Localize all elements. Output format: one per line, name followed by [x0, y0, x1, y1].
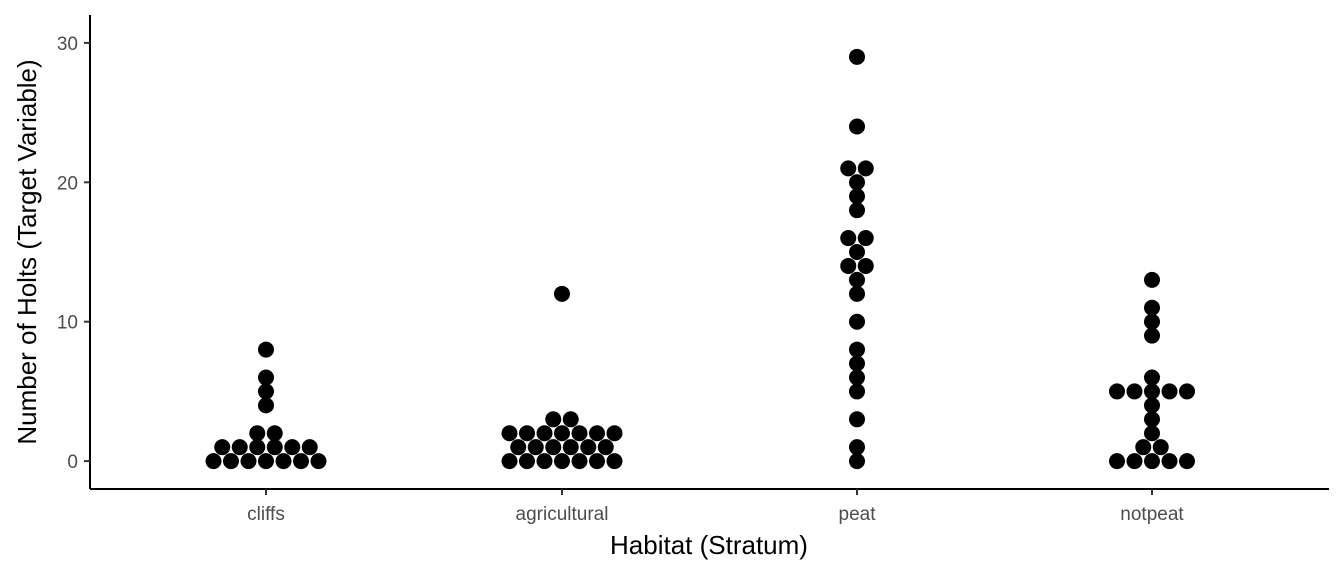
- data-point-cliffs: [249, 439, 266, 456]
- data-point-notpeat: [1135, 439, 1152, 456]
- x-tick-label-cliffs: cliffs: [247, 504, 285, 525]
- data-point-peat: [857, 160, 874, 177]
- data-point-peat: [849, 439, 865, 456]
- data-point-cliffs: [258, 369, 274, 386]
- data-point-cliffs: [240, 453, 257, 470]
- data-point-notpeat: [1179, 453, 1195, 470]
- data-point-cliffs: [266, 439, 283, 456]
- data-point-cliffs: [258, 453, 274, 470]
- data-point-notpeat: [1144, 453, 1160, 470]
- data-point-peat: [849, 244, 865, 260]
- data-point-peat: [849, 383, 865, 400]
- data-point-cliffs: [301, 439, 318, 456]
- data-point-peat: [840, 160, 857, 177]
- data-point-notpeat: [1109, 453, 1125, 470]
- data-point-cliffs: [284, 439, 301, 456]
- data-point-peat: [849, 453, 865, 470]
- data-point-peat: [849, 118, 865, 135]
- data-point-peat: [849, 188, 865, 205]
- data-point-notpeat: [1144, 411, 1160, 428]
- data-point-peat: [857, 257, 874, 274]
- data-point-agricultural: [501, 425, 518, 442]
- data-point-agricultural: [545, 411, 562, 428]
- x-tick-label-agricultural: agricultural: [516, 504, 609, 525]
- data-point-peat: [849, 355, 865, 372]
- data-point-agricultural: [589, 425, 605, 442]
- data-point-agricultural: [571, 425, 588, 442]
- data-point-agricultural: [527, 439, 544, 456]
- data-point-agricultural: [580, 439, 597, 456]
- data-point-agricultural: [606, 453, 623, 470]
- data-point-peat: [849, 313, 865, 330]
- data-point-peat: [849, 174, 865, 191]
- data-point-notpeat: [1179, 383, 1195, 400]
- y-axis-ticks: 0 10 20 30: [57, 34, 90, 473]
- data-point-notpeat: [1161, 453, 1178, 470]
- data-point-peat: [849, 202, 865, 219]
- data-point-peat: [849, 271, 865, 288]
- data-point-cliffs: [223, 453, 239, 470]
- data-point-cliffs: [231, 439, 248, 456]
- data-point-agricultural: [562, 439, 579, 456]
- data-point-agricultural: [501, 453, 518, 470]
- data-point-cliffs: [266, 425, 283, 442]
- data-point-agricultural: [510, 439, 527, 456]
- data-point-notpeat: [1109, 383, 1125, 400]
- y-tick-label: 20: [57, 173, 78, 194]
- x-axis-title: Habitat (Stratum): [610, 530, 808, 560]
- data-point-agricultural: [519, 453, 535, 470]
- data-point-cliffs: [258, 341, 274, 358]
- data-point-agricultural: [536, 425, 553, 442]
- data-point-notpeat: [1144, 313, 1160, 330]
- y-tick-label: 30: [57, 34, 78, 55]
- data-point-cliffs: [258, 383, 274, 400]
- data-point-agricultural: [562, 411, 579, 428]
- data-point-cliffs: [293, 453, 309, 470]
- data-point-peat: [849, 341, 865, 358]
- data-point-peat: [849, 411, 865, 428]
- data-point-peat: [849, 369, 865, 386]
- y-axis-title: Number of Holts (Target Variable): [12, 59, 42, 444]
- data-point-agricultural: [554, 453, 570, 470]
- data-point-cliffs: [275, 453, 292, 470]
- data-point-notpeat: [1144, 369, 1160, 386]
- y-tick-label: 10: [57, 313, 78, 334]
- data-point-notpeat: [1126, 383, 1143, 400]
- x-tick-label-notpeat: notpeat: [1120, 504, 1184, 525]
- data-point-agricultural: [545, 439, 562, 456]
- data-point-agricultural: [597, 439, 614, 456]
- data-point-agricultural: [554, 425, 570, 442]
- data-point-notpeat: [1152, 439, 1169, 456]
- data-point-agricultural: [536, 453, 553, 470]
- data-point-notpeat: [1161, 383, 1178, 400]
- data-point-agricultural: [554, 285, 570, 302]
- data-point-agricultural: [571, 453, 588, 470]
- data-point-agricultural: [519, 425, 535, 442]
- x-axis-ticks: cliffs agricultural peat notpeat: [247, 489, 1184, 525]
- data-point-notpeat: [1126, 453, 1143, 470]
- data-point-notpeat: [1144, 327, 1160, 344]
- data-point-peat: [840, 230, 857, 247]
- data-point-peat: [849, 285, 865, 302]
- data-points: [205, 48, 1195, 470]
- y-tick-label: 0: [67, 452, 78, 473]
- data-point-cliffs: [310, 453, 327, 470]
- data-point-notpeat: [1144, 397, 1160, 414]
- data-point-notpeat: [1144, 299, 1160, 316]
- data-point-agricultural: [606, 425, 623, 442]
- data-point-notpeat: [1144, 271, 1160, 288]
- data-point-peat: [840, 257, 857, 274]
- data-point-peat: [857, 230, 874, 247]
- data-point-notpeat: [1144, 383, 1160, 400]
- data-point-agricultural: [589, 453, 605, 470]
- data-point-notpeat: [1144, 425, 1160, 442]
- data-point-cliffs: [214, 439, 231, 456]
- data-point-cliffs: [249, 425, 266, 442]
- x-tick-label-peat: peat: [839, 504, 877, 525]
- data-point-cliffs: [258, 397, 274, 414]
- data-point-cliffs: [205, 453, 222, 470]
- data-point-peat: [849, 48, 865, 65]
